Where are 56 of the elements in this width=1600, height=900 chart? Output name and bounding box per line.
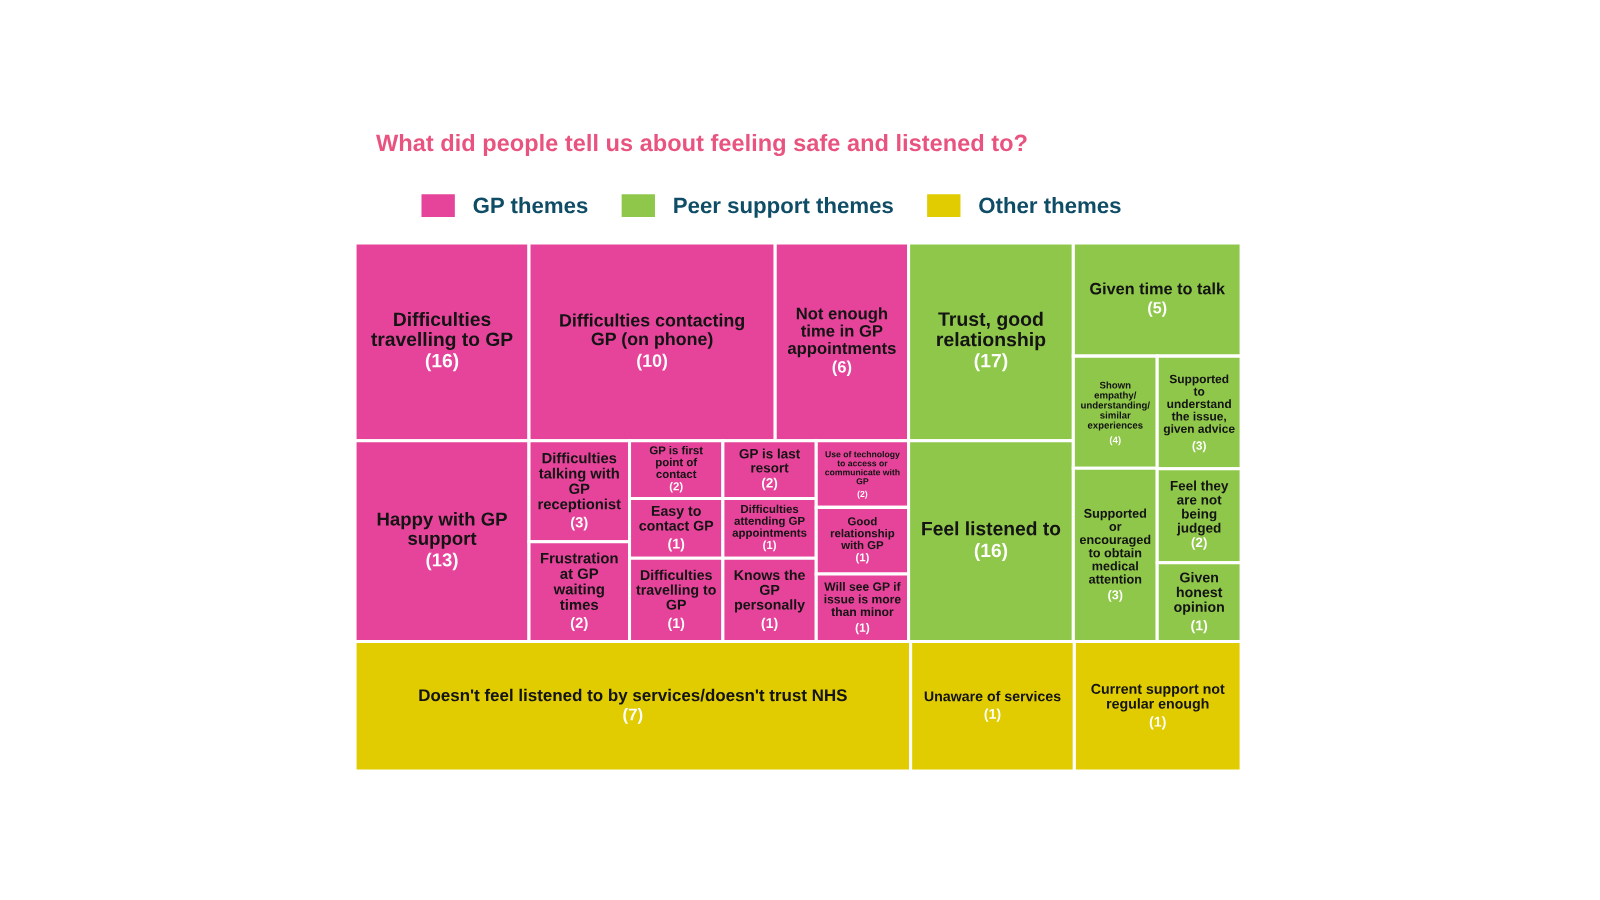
category-label: Feel listened to <box>922 521 1061 536</box>
category-label: Shown empathy/understanding/similar experiences <box>1081 381 1150 431</box>
data-label: (1) <box>668 538 685 552</box>
data-label: (1) <box>761 617 778 631</box>
category-label: Use of technology to access or communicate with GP <box>825 450 900 485</box>
category-label: Trust, good relationship <box>937 311 1046 351</box>
category-label: Current support not regular enough <box>1091 683 1225 712</box>
data-label: (2) <box>570 617 588 631</box>
data-label: (1) <box>668 617 685 631</box>
text: What did people tell us about feeling safe and listened to? <box>376 133 1027 157</box>
legend-label: Other themes <box>979 197 1121 214</box>
category-label: Difficulties travelling to GP <box>636 569 716 610</box>
legend-label: Peer support themes <box>674 197 893 218</box>
data-label: (2) <box>1191 537 1207 550</box>
data-label: (7) <box>623 708 643 724</box>
data-label: (6) <box>832 360 852 377</box>
category-label: Given time to talk <box>1090 282 1226 295</box>
data-label: (4) <box>1109 436 1121 446</box>
data-label: (1) <box>763 540 776 552</box>
data-label: (1) <box>984 708 1001 722</box>
data-label: (1) <box>855 622 870 635</box>
category-label: Difficulties attending GP appointments <box>732 504 807 540</box>
data-label: (3) <box>1192 441 1206 453</box>
data-label: (17) <box>974 353 1008 372</box>
category-label: GP is first point of contact <box>649 445 703 479</box>
category-label: Given honest opinion <box>1174 572 1224 615</box>
category-label: Difficulties talking with GP receptionist <box>538 452 621 513</box>
data-label: (1) <box>856 552 869 564</box>
data-label: (5) <box>1148 301 1167 317</box>
category-label: Not enough time in GP appointments <box>787 307 896 358</box>
category-label: Difficulties travelling to GP <box>371 311 513 350</box>
category-label: Difficulties contacting GP (on phone) <box>560 313 745 349</box>
category-label: Supported or encouraged to obtain medical attention <box>1079 508 1151 584</box>
data-label: (16) <box>425 353 459 372</box>
category-label: Unaware of services <box>924 690 1061 702</box>
data-label: (2) <box>857 490 868 499</box>
category-label: GP is last resort <box>739 448 801 473</box>
data-label: (2) <box>762 477 778 491</box>
category-label: Will see GP if issue is more than minor <box>824 582 901 617</box>
data-label: (10) <box>637 353 668 371</box>
category-label: Good relationship with GP <box>830 517 895 550</box>
category-label: Feel they are not being judged <box>1170 480 1229 536</box>
data-label: (3) <box>570 516 588 531</box>
category-label: Frustration at GP waiting times <box>540 552 618 611</box>
data-label: (13) <box>426 552 458 571</box>
category-label: Knows the GP personally <box>734 569 805 613</box>
data-label: (1) <box>1191 620 1208 634</box>
data-label: (1) <box>1149 716 1166 730</box>
category-label: Supported to understand the issue, given advice <box>1163 374 1235 436</box>
category-label: Happy with GP support <box>377 512 507 549</box>
legend-label: GP themes <box>473 197 588 214</box>
data-label: (16) <box>974 543 1008 562</box>
category-label: Easy to contact GP <box>639 506 714 531</box>
data-label: (2) <box>669 481 683 493</box>
data-label: (3) <box>1108 590 1123 602</box>
category-label: Doesn't feel listened to by services/doesn't trust NHS <box>419 688 847 705</box>
